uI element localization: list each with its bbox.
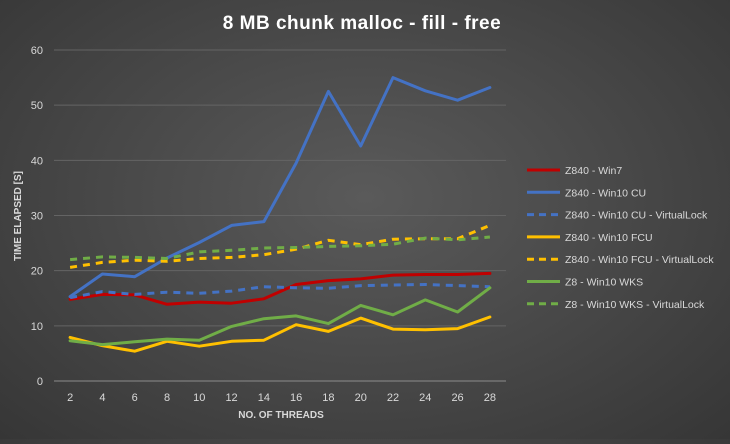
series-line-4 [68,315,492,353]
series-line-1 [68,271,492,306]
x-tick-label: 26 [451,392,463,404]
gridlines [54,49,506,382]
legend-label: Z8 - Win10 WKS [565,277,643,289]
legend: Z840 - Win7 Z840 - Win10 CU Z840 - Win10 C… [527,165,714,311]
legend-label: Z840 - Win10 CU - VirtualLock [565,210,708,222]
x-tick-label: 16 [290,392,302,404]
series-line-6 [68,286,492,347]
series-line-3 [69,283,490,300]
y-tick-label: 20 [31,266,43,278]
x-tick-label: 10 [193,392,205,404]
x-tick-label: 28 [484,392,496,404]
legend-label: Z840 - Win10 FCU - VirtualLock [565,254,714,266]
y-tick-label: 50 [31,100,43,112]
y-tick-label: 10 [31,321,43,333]
x-tick-label: 12 [225,392,237,404]
series-line-2 [68,76,492,299]
x-axis-title: NO. OF THREADS [238,410,324,421]
x-tick-label: 8 [164,392,170,404]
x-tick-label: 18 [322,392,334,404]
y-tick-label: 0 [37,376,43,388]
x-tick-label: 2 [67,392,73,404]
x-tick-label: 24 [419,392,431,404]
y-tick-label: 60 [31,45,43,57]
y-tick-label: 40 [31,155,43,167]
legend-label: Z840 - Win7 [565,165,622,177]
x-axis-ticks: 2 4 6 8 10 12 14 16 18 20 22 24 26 28 [67,392,496,404]
legend-label: Z840 - Win10 FCU [565,232,653,244]
x-tick-label: 20 [355,392,367,404]
legend-label: Z8 - Win10 WKS - VirtualLock [565,299,705,311]
series-line-7 [69,235,491,262]
x-tick-label: 6 [132,392,138,404]
series-lines [68,76,492,353]
x-tick-label: 14 [258,392,270,404]
y-axis-ticks: 0 10 20 30 40 50 60 [31,45,43,388]
chart-title: 8 MB chunk malloc - fill - free [223,13,501,34]
legend-label: Z840 - Win10 CU [565,187,646,199]
x-tick-label: 22 [387,392,399,404]
y-tick-label: 30 [31,211,43,223]
x-tick-label: 4 [99,392,105,404]
y-axis-title: TIME ELAPSED [S] [13,171,24,261]
